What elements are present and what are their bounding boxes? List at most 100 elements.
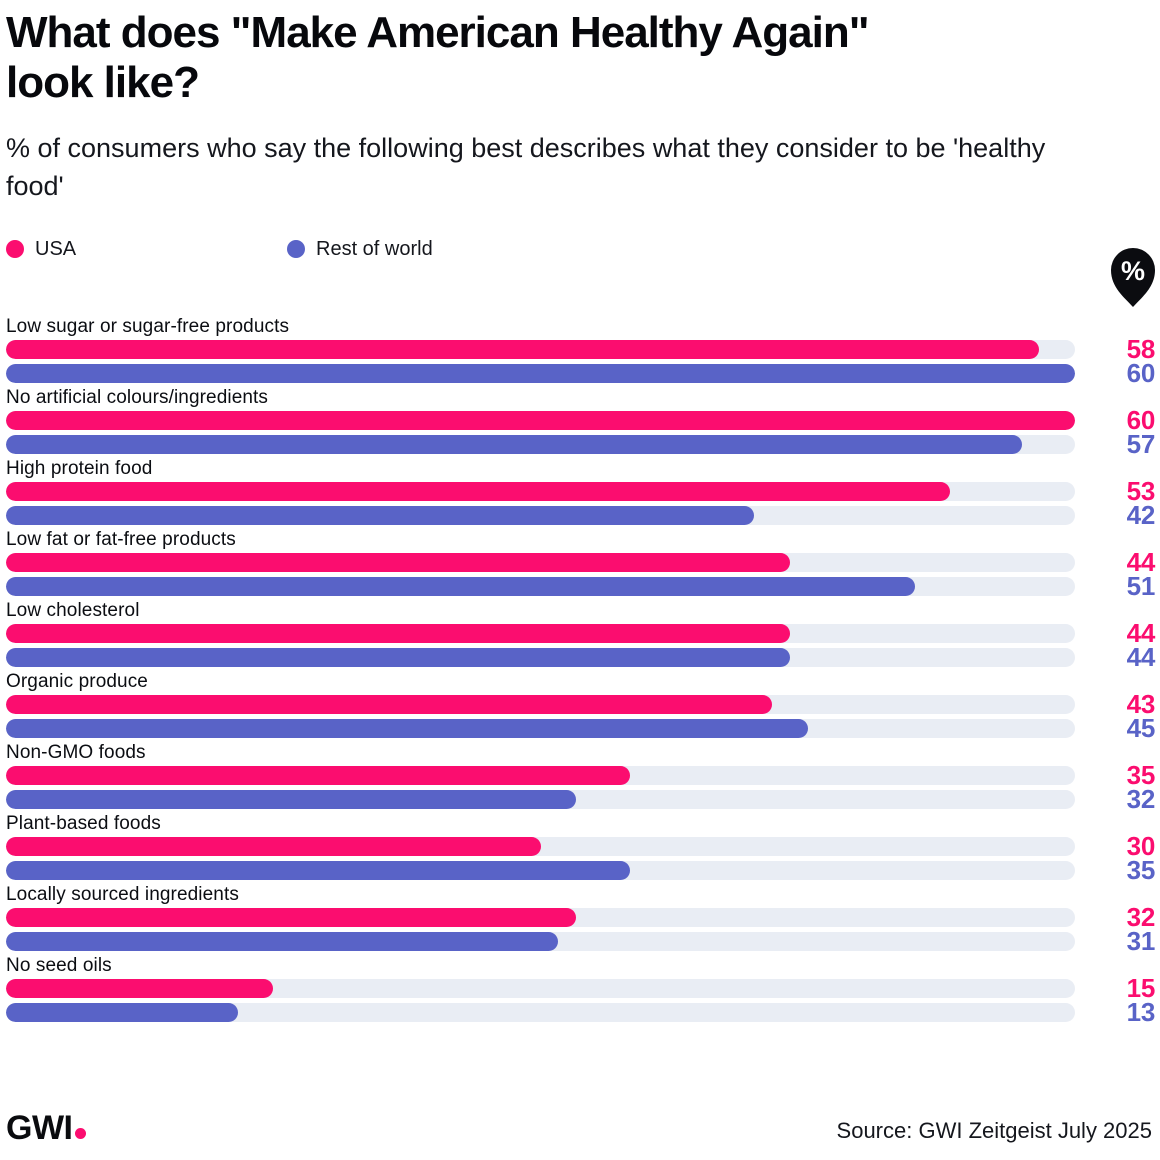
- world-bar-fill: [6, 505, 755, 525]
- world-bar-value: 44: [1126, 641, 1156, 672]
- bar-row-rest-of-world: 32: [6, 783, 1156, 814]
- bar-group: No seed oils 15 13: [6, 954, 1156, 1027]
- world-bar-value: 32: [1126, 783, 1156, 814]
- usa-bar-value: 32: [1126, 901, 1156, 932]
- bar-row-usa: 58: [6, 333, 1156, 364]
- world-bar-track: [6, 647, 1075, 667]
- legend-label-rest-of-world: Rest of world: [316, 237, 433, 260]
- chart-legend: USA Rest of world: [6, 238, 1155, 261]
- usa-bar-track: [6, 978, 1075, 998]
- bar-group: Low fat or fat-free products 44 51: [6, 528, 1156, 599]
- usa-bar-track: [6, 765, 1075, 785]
- bar-row-usa: 60: [6, 404, 1156, 435]
- source-text: Source: GWI Zeitgeist July 2025: [836, 1118, 1152, 1143]
- usa-bar-track: [6, 410, 1075, 430]
- usa-legend-dot-icon: [6, 240, 24, 259]
- world-bar-fill: [6, 434, 1022, 454]
- usa-bar-track: [6, 623, 1075, 643]
- world-bar-track: [6, 789, 1075, 809]
- world-legend-dot-icon: [287, 240, 305, 259]
- bar-group: High protein food 53 42: [6, 458, 1156, 530]
- usa-bar-value: 44: [1126, 546, 1156, 577]
- bar-row-usa: 53: [6, 475, 1156, 506]
- bar-row-rest-of-world: 42: [6, 499, 1156, 530]
- world-bar-fill: [6, 1002, 238, 1022]
- usa-bar-fill: [6, 907, 577, 927]
- world-bar-value: 42: [1126, 499, 1156, 530]
- world-bar-fill: [6, 647, 790, 667]
- gwi-logo-text: GWI: [6, 1109, 73, 1147]
- bar-row-usa: 44: [6, 620, 1155, 646]
- usa-bar-value: 53: [1126, 475, 1156, 506]
- usa-bar-fill: [6, 339, 1040, 359]
- bar-row-rest-of-world: 44: [6, 641, 1156, 672]
- bar-row-rest-of-world: 57: [6, 428, 1156, 459]
- bar-row-rest-of-world: 31: [6, 925, 1156, 956]
- usa-bar-track: [6, 481, 1075, 501]
- world-bar-value: 45: [1126, 712, 1156, 743]
- world-bar-fill: [6, 931, 559, 951]
- bar-row-usa: 44: [6, 546, 1156, 577]
- usa-bar-value: 60: [1126, 404, 1156, 435]
- usa-bar-fill: [6, 481, 951, 501]
- percent-pin-label: %: [1121, 256, 1145, 286]
- usa-bar-track: [6, 836, 1075, 856]
- category-label: Organic produce: [6, 670, 148, 692]
- usa-bar-value: 35: [1126, 759, 1156, 790]
- bar-row-rest-of-world: 35: [6, 854, 1156, 885]
- legend-item-usa: USA: [6, 238, 287, 261]
- usa-bar-value: 58: [1126, 333, 1156, 364]
- category-label: Low sugar or sugar-free products: [6, 315, 290, 337]
- world-bar-value: 35: [1126, 854, 1156, 885]
- usa-bar-value: 15: [1126, 972, 1156, 1003]
- world-bar-track: [6, 860, 1075, 880]
- world-bar-value: 60: [1126, 357, 1156, 388]
- world-bar-fill: [6, 789, 577, 809]
- world-bar-track: [6, 363, 1075, 383]
- world-bar-value: 57: [1126, 428, 1156, 459]
- world-bar-track: [6, 1002, 1075, 1022]
- category-label: Low cholesterol: [6, 599, 140, 621]
- usa-bar-fill: [6, 623, 790, 643]
- legend-item-rest-of-world: Rest of world: [287, 238, 433, 261]
- world-bar-track: [6, 931, 1075, 951]
- bar-group: Locally sourced ingredients 32 31: [6, 883, 1156, 956]
- bar-row-usa: 30: [6, 833, 1155, 859]
- bar-row-rest-of-world: 60: [6, 357, 1156, 388]
- legend-label-usa: USA: [35, 237, 77, 260]
- usa-bar-track: [6, 907, 1075, 927]
- bar-group: Plant-based foods 30 35: [6, 812, 1156, 885]
- world-bar-track: [6, 576, 1075, 596]
- category-label: Low fat or fat-free products: [6, 528, 236, 550]
- usa-bar-fill: [6, 978, 274, 998]
- bar-row-rest-of-world: 13: [6, 996, 1156, 1027]
- category-label: Locally sourced ingredients: [6, 883, 239, 905]
- world-bar-track: [6, 718, 1075, 738]
- usa-bar-fill: [6, 765, 630, 785]
- world-bar-value: 13: [1126, 996, 1156, 1027]
- world-bar-fill: [6, 363, 1075, 383]
- usa-bar-track: [6, 339, 1075, 359]
- category-label: Plant-based foods: [6, 812, 161, 834]
- bar-group: No artificial colours/ingredients 60 57: [6, 386, 1156, 459]
- bar-group: Low cholesterol 44 44: [6, 599, 1156, 672]
- usa-bar-track: [6, 552, 1075, 572]
- world-bar-fill: [6, 860, 630, 880]
- bar-row-usa: 35: [6, 759, 1156, 790]
- bar-group: Non-GMO foods 35 32: [6, 742, 1156, 814]
- usa-bar-fill: [6, 552, 790, 572]
- gwi-logo: GWI: [6, 1109, 87, 1148]
- category-label: No seed oils: [6, 954, 112, 976]
- bar-row-usa: 32: [6, 901, 1156, 932]
- world-bar-track: [6, 434, 1075, 454]
- page-title: What does "Make American Healthy Again" …: [6, 8, 870, 108]
- world-bar-fill: [6, 718, 808, 738]
- category-label: No artificial colours/ingredients: [6, 386, 269, 408]
- usa-bar-fill: [6, 410, 1075, 430]
- world-bar-value: 31: [1126, 925, 1156, 956]
- usa-bar-value: 43: [1126, 688, 1156, 719]
- bar-row-rest-of-world: 45: [6, 712, 1156, 743]
- world-bar-track: [6, 505, 1075, 525]
- usa-bar-fill: [6, 836, 541, 856]
- world-bar-fill: [6, 576, 915, 596]
